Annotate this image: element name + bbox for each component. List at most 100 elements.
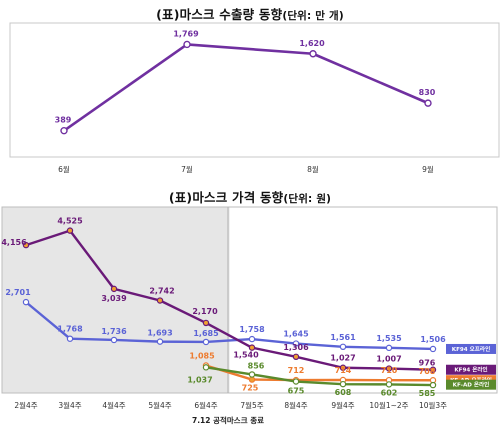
legend-swatch	[446, 364, 496, 375]
price-point	[292, 353, 300, 361]
price-chart-title-text: (표)마스크 가격 동향	[168, 190, 284, 205]
price-data-label: 2,170	[192, 307, 218, 316]
export-point	[183, 40, 191, 49]
price-data-label: 1,693	[147, 329, 172, 338]
price-data-label: 1,306	[283, 343, 309, 352]
price-point	[385, 344, 393, 352]
price-point	[22, 241, 30, 249]
price-chart-title: (표)마스크 가격 동향(단위: 원)	[0, 187, 500, 206]
price-data-label: 708	[419, 367, 436, 376]
price-data-label: 3,039	[101, 294, 127, 303]
price-x-tick-label: 4월4주	[102, 400, 125, 410]
price-point	[385, 365, 393, 372]
price-point	[292, 378, 300, 385]
price-point	[339, 364, 347, 371]
price-x-tick-label: 2월4주	[14, 400, 37, 410]
price-data-label: 585	[419, 389, 436, 398]
price-point	[66, 335, 74, 342]
price-data-label: 608	[335, 388, 352, 397]
price-point	[429, 366, 437, 373]
price-point	[156, 338, 164, 345]
price-x-tick-label: 5월4주	[148, 400, 171, 410]
price-point	[248, 335, 256, 343]
price-data-label: 602	[381, 388, 398, 397]
price-point	[110, 336, 118, 344]
price-x-tick-label: 6월4주	[194, 400, 217, 410]
legend-label: KF94 온라인	[454, 366, 487, 374]
price-data-label: 4,156	[1, 238, 27, 247]
price-data-label: 1,736	[101, 327, 127, 336]
price-point	[110, 285, 118, 293]
price-point	[202, 319, 210, 327]
export-chart-title-text: (표)마스크 수출량 동향	[156, 7, 283, 22]
legend-swatch	[446, 379, 496, 390]
price-data-label: 1,085	[189, 351, 215, 360]
price-data-label: 675	[288, 387, 305, 396]
price-data-label: 1,645	[283, 330, 309, 339]
price-data-label: 976	[419, 359, 436, 368]
price-point	[248, 344, 256, 351]
price-data-label: 1,027	[330, 354, 355, 363]
price-data-label: 1,758	[239, 325, 265, 334]
price-point	[429, 381, 437, 389]
price-data-label: 1,535	[376, 334, 402, 343]
price-data-label: 712	[288, 366, 305, 375]
legend-label: KF-AD 온라인	[453, 381, 490, 389]
export-data-label: 1,769	[173, 29, 199, 38]
price-series-line	[25, 301, 434, 351]
export-data-label: 830	[419, 88, 436, 97]
export-chart-unit: (단위: 만 개)	[282, 10, 344, 22]
price-data-label: 1,561	[330, 333, 356, 342]
export-point	[309, 50, 317, 58]
export-x-tick-label: 8월	[307, 164, 319, 174]
price-point	[292, 340, 300, 347]
price-series-line	[205, 364, 434, 382]
export-x-tick-label: 7월	[181, 164, 193, 174]
legend-swatch	[446, 343, 496, 354]
price-data-label: 1,506	[420, 335, 446, 344]
export-chart-title: (표)마스크 수출량 동향(단위: 만 개)	[0, 4, 500, 23]
price-data-label: 856	[248, 361, 265, 370]
price-data-label: 2,701	[5, 288, 31, 297]
price-x-tick-label: 10월3주	[419, 400, 447, 410]
price-point	[248, 371, 256, 378]
price-data-label: 710	[381, 366, 398, 375]
price-series-line	[205, 366, 434, 387]
plot-area	[9, 22, 500, 158]
export-point	[60, 126, 68, 135]
price-data-label: 714	[335, 366, 352, 375]
export-data-label: 1,620	[299, 39, 325, 48]
price-series-line	[25, 229, 434, 371]
price-x-tick-label: 8월4주	[284, 400, 307, 410]
price-point	[22, 298, 30, 306]
price-point	[248, 376, 256, 383]
price-point	[202, 364, 210, 371]
price-data-label: 725	[242, 384, 259, 393]
price-point	[202, 338, 210, 346]
export-x-tick-label: 6월	[58, 164, 70, 174]
price-data-label: 2,742	[149, 287, 174, 296]
price-x-tick-label: 10월1~2주	[369, 400, 408, 410]
price-point	[385, 381, 393, 388]
legend-label: KF94 오프라인	[452, 345, 490, 353]
export-point	[424, 99, 432, 107]
public-mask-period-shading	[2, 207, 230, 393]
price-point	[66, 227, 74, 234]
price-data-label: 1,540	[233, 351, 259, 360]
export-data-label: 389	[55, 116, 72, 125]
price-data-label: 1,007	[376, 355, 401, 364]
export-series-line	[63, 43, 429, 132]
price-point	[339, 380, 347, 388]
price-data-label: 1,037	[187, 375, 212, 384]
price-point	[156, 297, 164, 304]
price-point	[429, 345, 437, 353]
export-x-tick-label: 9월	[422, 164, 434, 174]
public-mask-end-annotation: 7.12 공적마스크 종료	[192, 415, 264, 425]
price-x-tick-label: 7월5주	[240, 400, 263, 410]
price-data-label: 1,685	[193, 329, 219, 338]
price-data-label: 4,525	[57, 217, 83, 226]
price-point	[339, 343, 347, 351]
price-x-tick-label: 9월4주	[331, 400, 354, 410]
